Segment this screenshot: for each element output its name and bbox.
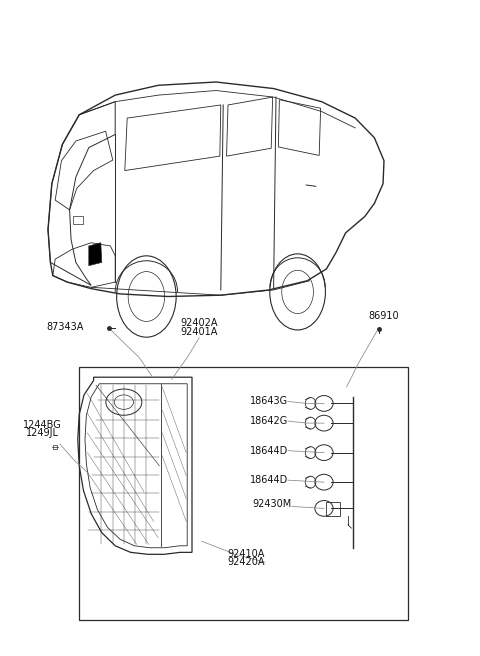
Polygon shape [89, 243, 102, 266]
Text: 92401A: 92401A [180, 327, 218, 337]
Text: 92430M: 92430M [252, 499, 292, 509]
Text: 87343A: 87343A [47, 321, 84, 332]
Bar [79, 367, 408, 620]
Bar [326, 502, 340, 516]
Text: 1249JL: 1249JL [26, 428, 59, 438]
Text: 18644D: 18644D [250, 445, 288, 456]
Text: 92410A: 92410A [228, 549, 265, 559]
Text: 18643G: 18643G [250, 396, 288, 407]
Text: 18642G: 18642G [250, 416, 288, 426]
Bar [73, 216, 83, 224]
Text: 86910: 86910 [369, 312, 399, 321]
Text: 1244BG: 1244BG [23, 420, 61, 430]
Text: 92402A: 92402A [180, 318, 218, 328]
Text: 92420A: 92420A [228, 558, 265, 567]
Text: 18644D: 18644D [250, 475, 288, 485]
